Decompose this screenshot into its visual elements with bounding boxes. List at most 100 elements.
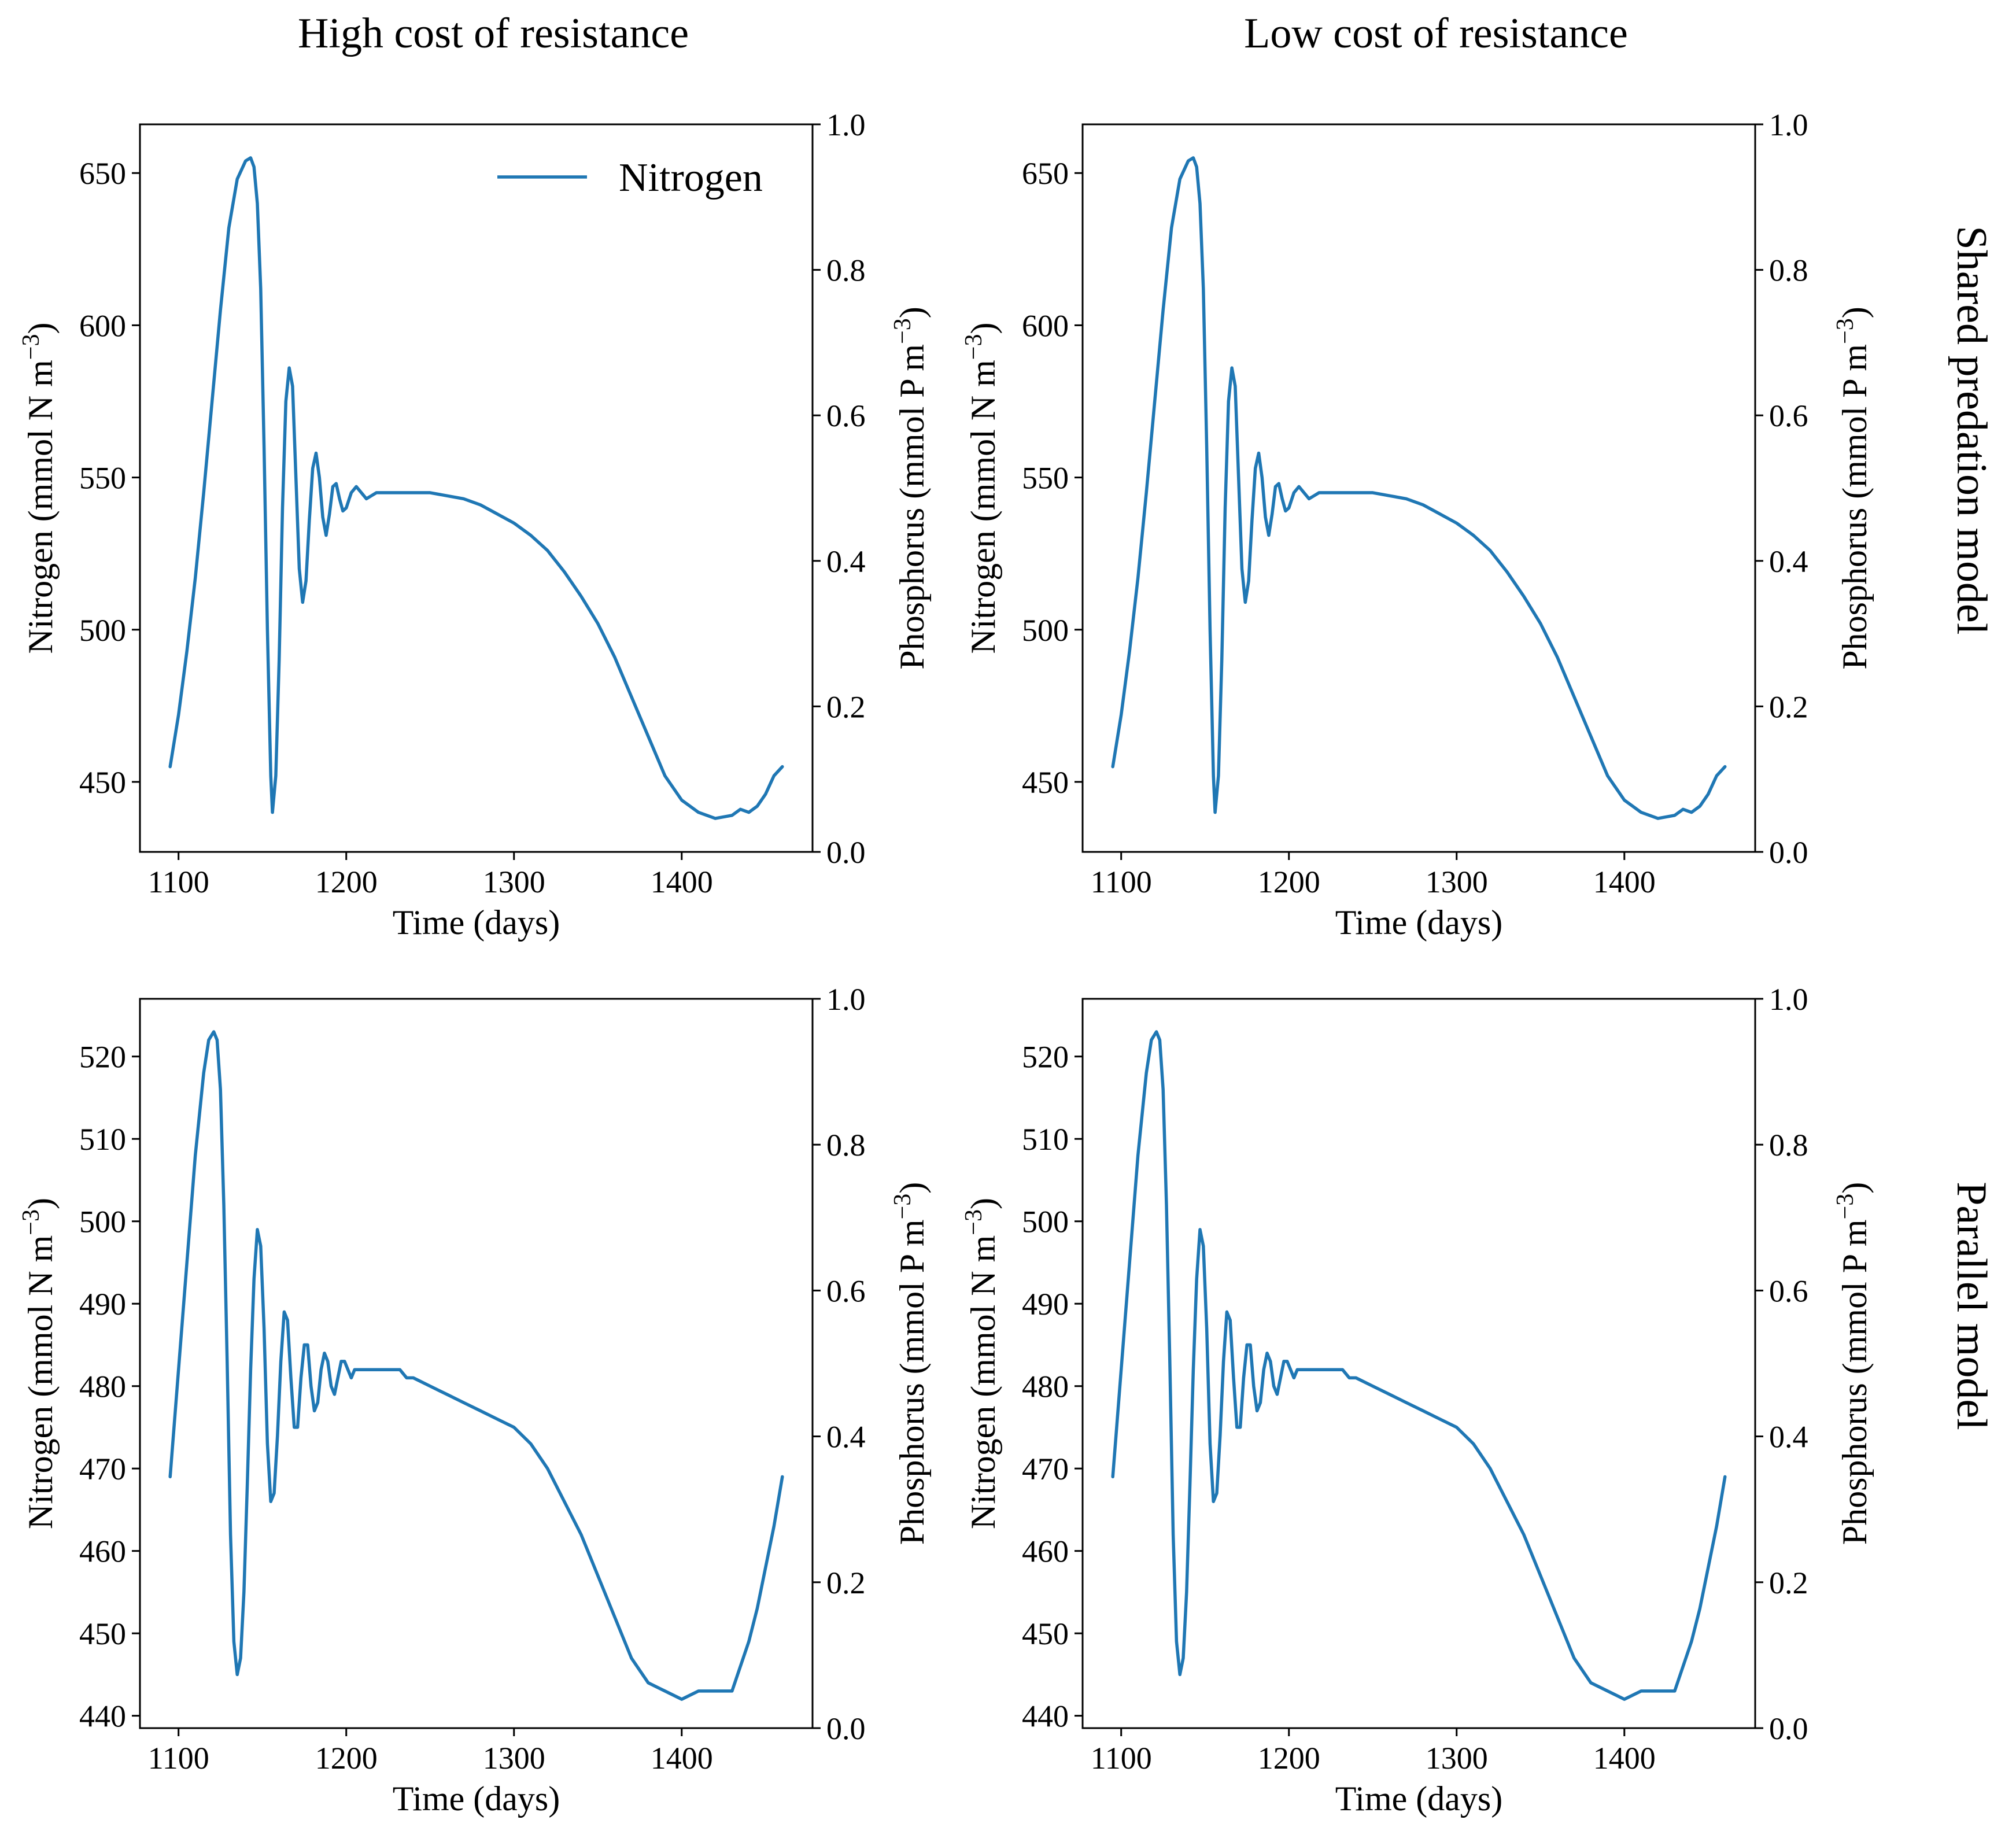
row-title-parallel: Parallel model [1948, 1182, 1995, 1430]
x-tick-label: 1100 [1091, 865, 1152, 899]
y-tick-label: 450 [79, 1616, 126, 1651]
y-tick-label: 520 [79, 1040, 126, 1075]
y-tick-label: 450 [1022, 765, 1069, 800]
y2-axis-label-phosphorus: Phosphorus (mmol P m−3) [889, 307, 931, 670]
x-tick-label: 1100 [148, 865, 209, 899]
x-tick-label: 1300 [483, 1741, 545, 1776]
y-tick-label: 650 [1022, 156, 1069, 191]
column-title-low-cost: Low cost of resistance [1244, 10, 1628, 57]
x-axis-label: Time (days) [1335, 903, 1502, 942]
series-line-nitrogen [168, 1030, 784, 1701]
series-line-nitrogen [1111, 156, 1727, 820]
y2-tick-label: 0.6 [826, 1274, 866, 1308]
x-tick-label: 1100 [148, 1741, 209, 1776]
x-tick-label: 1200 [315, 1741, 378, 1776]
y-tick-label: 470 [1022, 1452, 1069, 1486]
y2-tick-label: 0.8 [826, 253, 866, 288]
y-axis-label-nitrogen: Nitrogen (mmol N m−3) [961, 323, 1002, 654]
x-tick-label: 1400 [651, 1741, 713, 1776]
x-tick-label: 1300 [1426, 865, 1488, 899]
y2-tick-label: 0.2 [1769, 1566, 1808, 1600]
plot-frame [139, 998, 814, 1729]
x-axis-label: Time (days) [1335, 1780, 1502, 1818]
y2-tick-label: 0.8 [826, 1128, 866, 1162]
y2-tick-label: 0.2 [1769, 689, 1808, 724]
y-tick-label: 550 [1022, 461, 1069, 496]
y-tick-label: 500 [1022, 613, 1069, 648]
y2-tick-label: 0.0 [1769, 835, 1808, 870]
y2-tick-label: 1.0 [1769, 108, 1808, 142]
panel-bottom-right: 1100 1200 1300 1400 440 450 460 470 480 490 500 510… [961, 982, 1874, 1818]
y-tick-label: 500 [1022, 1205, 1069, 1239]
y2-tick-label: 0.8 [1769, 253, 1808, 288]
y2-axis-label-phosphorus: Phosphorus (mmol P m−3) [1832, 307, 1874, 670]
panels: 1100 1200 1300 1400 450 500 550 600 650 0.0 0.2 0.4… [18, 108, 1874, 1818]
x-tick-label: 1400 [651, 865, 713, 899]
y2-tick-label: 0.4 [1769, 1420, 1808, 1455]
x-tick-label: 1100 [1091, 1741, 1152, 1776]
plot-frame [1081, 123, 1756, 853]
y2-tick-label: 0.0 [826, 835, 866, 870]
x-tick-label: 1200 [315, 865, 378, 899]
y2-tick-label: 0.6 [826, 398, 866, 433]
y2-axis-label-phosphorus: Phosphorus (mmol P m−3) [889, 1182, 931, 1545]
y2-tick-label: 0.4 [1769, 544, 1808, 579]
panel-top-left: 1100 1200 1300 1400 450 500 550 600 650 0.0 0.2 0.4… [18, 108, 931, 942]
y-tick-label: 510 [79, 1122, 126, 1157]
x-tick-label: 1200 [1258, 865, 1320, 899]
y-tick-label: 460 [1022, 1534, 1069, 1569]
y2-tick-label: 0.6 [1769, 1274, 1808, 1308]
x-tick-label: 1200 [1258, 1741, 1320, 1776]
y2-tick-label: 0.0 [1769, 1711, 1808, 1746]
y-tick-label: 520 [1022, 1040, 1069, 1075]
y-tick-label: 600 [1022, 308, 1069, 343]
y-tick-label: 450 [79, 765, 126, 800]
y2-tick-label: 1.0 [826, 982, 866, 1017]
series-line-nitrogen [168, 156, 784, 820]
x-tick-label: 1400 [1593, 1741, 1656, 1776]
y-tick-label: 440 [1022, 1699, 1069, 1734]
y2-tick-label: 0.6 [1769, 398, 1808, 433]
column-title-high-cost: High cost of resistance [298, 10, 689, 57]
y-axis-label-nitrogen: Nitrogen (mmol N m−3) [18, 323, 60, 654]
y-tick-label: 510 [1022, 1122, 1069, 1157]
legend: Nitrogen [497, 156, 763, 200]
plot-frame [1081, 998, 1756, 1729]
y2-tick-label: 0.8 [1769, 1128, 1808, 1162]
y2-tick-label: 0.2 [826, 1566, 866, 1600]
y-tick-label: 460 [79, 1534, 126, 1569]
x-tick-label: 1300 [483, 865, 545, 899]
x-tick-label: 1400 [1593, 865, 1656, 899]
y-tick-label: 500 [79, 613, 126, 648]
y-axis-label-nitrogen: Nitrogen (mmol N m−3) [18, 1198, 60, 1529]
y-tick-label: 490 [79, 1287, 126, 1322]
y-tick-label: 650 [79, 156, 126, 191]
y2-axis-label-phosphorus: Phosphorus (mmol P m−3) [1832, 1182, 1874, 1545]
y-tick-label: 440 [79, 1699, 126, 1734]
panel-top-right: 1100 1200 1300 1400 450 500 550 600 650 0.0 0.2 0.4… [961, 108, 1874, 942]
y2-tick-label: 0.4 [826, 544, 866, 579]
y-axis-label-nitrogen: Nitrogen (mmol N m−3) [961, 1198, 1002, 1529]
y2-tick-label: 0.2 [826, 689, 866, 724]
x-tick-label: 1300 [1426, 1741, 1488, 1776]
x-axis-label: Time (days) [393, 1780, 560, 1818]
y2-tick-label: 0.4 [826, 1420, 866, 1455]
legend-label-nitrogen: Nitrogen [619, 156, 763, 200]
x-axis-label: Time (days) [393, 903, 560, 942]
y-tick-label: 500 [79, 1205, 126, 1239]
plot-frame [139, 123, 814, 853]
y-tick-label: 470 [79, 1452, 126, 1486]
y2-tick-label: 1.0 [826, 108, 866, 142]
y-tick-label: 480 [79, 1370, 126, 1404]
y-tick-label: 480 [1022, 1370, 1069, 1404]
y2-tick-label: 1.0 [1769, 982, 1808, 1017]
y-tick-label: 600 [79, 308, 126, 343]
y-tick-label: 450 [1022, 1616, 1069, 1651]
y-tick-label: 490 [1022, 1287, 1069, 1322]
y-tick-label: 550 [79, 461, 126, 496]
panel-bottom-left: 1100 1200 1300 1400 440 450 460 470 480 490 500 510… [18, 982, 931, 1818]
row-title-shared-predation: Shared predation model [1948, 226, 1995, 635]
series-line-nitrogen [1111, 1030, 1727, 1701]
y2-tick-label: 0.0 [826, 1711, 866, 1746]
